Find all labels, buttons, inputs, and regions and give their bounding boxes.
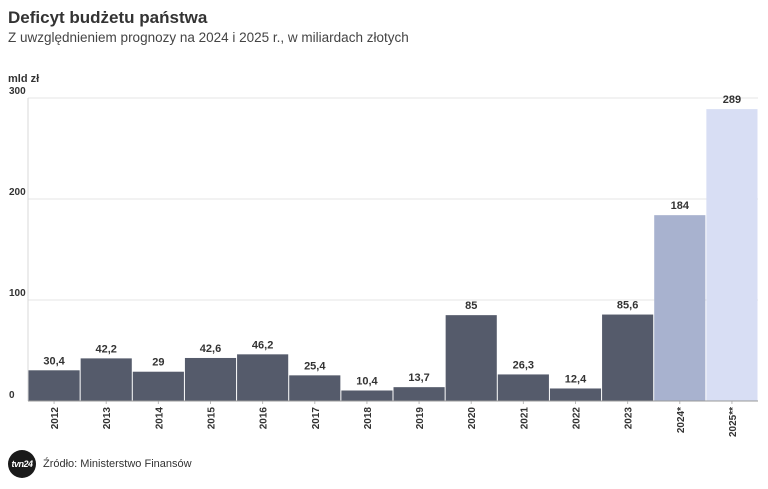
footer: tvn24 Źródło: Ministerstwo Finansów: [8, 449, 192, 479]
x-tick-label: 2013: [102, 407, 113, 430]
x-tick-label: 2014: [154, 407, 165, 430]
bar: [237, 354, 289, 401]
y-tick-label: 300: [9, 86, 26, 97]
data-label: 85,6: [617, 300, 638, 312]
x-tick-label: 2024*: [676, 407, 687, 433]
bar: [80, 358, 132, 401]
bar: [184, 357, 237, 401]
y-tick-label: 100: [9, 288, 26, 299]
bar: [132, 371, 184, 401]
y-tick-label: 0: [9, 390, 15, 401]
x-tick-label: 2012: [50, 407, 61, 430]
bar: [549, 388, 602, 401]
data-label: 29: [152, 357, 164, 369]
bar: [289, 375, 341, 401]
x-tick-label: 2018: [363, 407, 374, 430]
x-tick-label: 2021: [519, 407, 530, 430]
x-tick-label: 2016: [259, 407, 270, 430]
chart-subtitle: Z uwzględnieniem prognozy na 2024 i 2025…: [8, 30, 409, 45]
x-tick-label: 2020: [467, 407, 478, 430]
data-label: 12,4: [565, 373, 587, 385]
bar: [445, 315, 497, 401]
data-label: 13,7: [408, 372, 429, 384]
data-label: 46,2: [252, 339, 273, 351]
x-tick-label: 2022: [572, 407, 583, 430]
x-tick-label: 2025**: [728, 407, 739, 437]
bar: [602, 314, 654, 401]
x-tick-label: 2015: [207, 407, 218, 430]
data-label: 10,4: [356, 375, 378, 387]
y-tick-label: 200: [9, 187, 26, 198]
bar: [654, 215, 706, 401]
data-label: 25,4: [304, 360, 326, 372]
bar: [706, 109, 758, 402]
data-label: 42,6: [200, 343, 221, 355]
data-label: 184: [671, 200, 690, 212]
tvn24-logo: tvn24: [8, 450, 36, 478]
source-note: Źródło: Ministerstwo Finansów: [43, 458, 192, 470]
y-axis-unit-label: mld zł: [8, 73, 40, 85]
bar: [497, 374, 549, 401]
bar: [393, 387, 445, 401]
data-label: 42,2: [96, 343, 117, 355]
data-label: 30,4: [43, 355, 65, 367]
x-tick-label: 2017: [311, 407, 322, 430]
x-tick-label: 2023: [624, 407, 635, 430]
data-label: 289: [723, 94, 741, 106]
bar: [28, 370, 80, 401]
data-label: 26,3: [513, 359, 534, 371]
bar: [341, 390, 393, 401]
chart-title: Deficyt budżetu państwa: [8, 8, 208, 27]
x-tick-label: 2019: [415, 407, 426, 430]
data-label: 85: [465, 300, 477, 312]
